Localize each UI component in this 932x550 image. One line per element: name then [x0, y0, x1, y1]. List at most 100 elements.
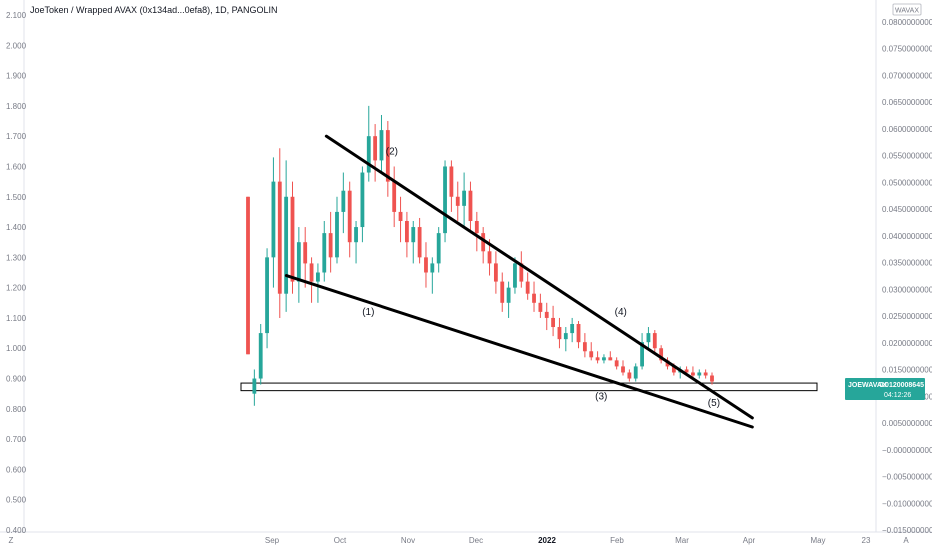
candle-body — [563, 333, 568, 340]
wave-label: (5) — [708, 398, 720, 409]
candle-body — [296, 242, 301, 282]
candle-body — [246, 196, 250, 355]
trendline — [324, 134, 754, 420]
timezone-corner-button[interactable]: Z — [9, 536, 14, 545]
candle-body — [551, 317, 556, 328]
left-tick-label: 1.200 — [6, 284, 27, 293]
time-tick-label: Apr — [743, 536, 756, 545]
candle-body — [385, 130, 390, 182]
right-tick-label: −0.0100000000 — [882, 499, 932, 508]
candle-body — [481, 233, 486, 252]
left-tick-label: 0.700 — [6, 435, 27, 444]
left-tick-label: 1.000 — [6, 344, 27, 353]
left-tick-label: 1.100 — [6, 314, 27, 323]
candle-body — [602, 357, 606, 361]
candle-body — [614, 360, 619, 367]
candle-body — [252, 378, 257, 394]
candle-body — [462, 190, 467, 206]
candle-body — [468, 190, 473, 221]
price-tag-symbol: JOEWAVAX — [848, 382, 887, 389]
left-tick-label: 1.600 — [6, 162, 27, 171]
candle-body — [652, 333, 657, 349]
candle-body — [691, 372, 695, 376]
right-tick-label: 0.0050000000 — [882, 419, 932, 428]
right-tick-label: 0.0700000000 — [882, 71, 932, 80]
candle-body — [347, 190, 352, 243]
candle-body — [595, 357, 600, 361]
currency-badge-frame — [892, 3, 922, 16]
wave-label: (4) — [615, 307, 627, 318]
left-axis[interactable]: 2.100 2.000 1.900 1.800 1.700 1.600 1.500 1.400… — [6, 11, 27, 535]
candle-body — [303, 242, 308, 264]
trendline — [284, 274, 754, 429]
right-tick-label: 0.0150000000 — [882, 366, 932, 375]
candle-body — [474, 221, 479, 234]
candle-body — [506, 287, 511, 303]
left-tick-label: 0.600 — [6, 465, 27, 474]
candle-body — [373, 136, 378, 161]
candle-body — [411, 227, 416, 243]
candle-body — [398, 211, 403, 221]
candle-body — [341, 190, 346, 212]
right-tick-label: 0.0800000000 — [882, 18, 932, 27]
candle-body — [627, 372, 632, 379]
candle-body — [316, 272, 320, 282]
left-tick-label: 2.100 — [6, 11, 27, 20]
candle-body — [366, 136, 371, 173]
candle-body — [277, 181, 282, 294]
candle-body — [513, 263, 517, 288]
wave-label: (2) — [386, 146, 398, 157]
right-tick-label: 0.0600000000 — [882, 125, 932, 134]
wave-labels-layer: (1) (2) (3) (4) (5) — [362, 146, 720, 408]
candle-body — [640, 342, 644, 367]
time-tick-label: Oct — [334, 536, 347, 545]
left-tick-label: 2.000 — [6, 41, 27, 50]
candle-body — [538, 302, 543, 312]
candle-body — [646, 333, 651, 343]
candle-body — [557, 327, 562, 340]
candle-body — [271, 181, 276, 258]
candle-body — [265, 257, 269, 334]
last-price-tag: JOEWAVAX 0.0120008645 04:12:26 — [845, 378, 925, 400]
wave-label: (3) — [595, 392, 607, 403]
candle-body — [684, 369, 689, 373]
left-tick-label: 1.800 — [6, 102, 27, 111]
candle-body — [582, 342, 587, 352]
time-tick-label: Nov — [401, 536, 415, 545]
left-tick-label: 1.300 — [6, 253, 27, 262]
candle-body — [697, 372, 702, 376]
candle-body — [392, 181, 397, 212]
support-zone-layer — [240, 382, 818, 392]
candle-body — [436, 233, 441, 264]
wave-label: (1) — [362, 307, 374, 318]
chart-title: JoeToken / Wrapped AVAX (0x134ad...0efa8… — [30, 5, 277, 15]
candle-body — [335, 211, 339, 258]
candle-body — [659, 348, 664, 361]
time-tick-label: May — [810, 536, 825, 545]
time-tick-label: 2022 — [538, 536, 556, 545]
currency-badge[interactable]: WAVAX — [892, 3, 922, 16]
candle-body — [443, 166, 447, 234]
left-tick-label: 1.900 — [6, 72, 27, 81]
candle-body — [493, 263, 498, 282]
candle-body — [633, 366, 638, 379]
trendlines-layer — [284, 134, 754, 429]
right-tick-label: 0.0350000000 — [882, 259, 932, 268]
time-axis[interactable]: Sep Oct Nov Dec 2022 Feb Mar Apr May 23 — [265, 536, 871, 545]
candle-body — [525, 281, 530, 294]
right-tick-label: 0.0300000000 — [882, 285, 932, 294]
right-tick-label: 0.0450000000 — [882, 205, 932, 214]
candle-body — [360, 172, 365, 228]
left-tick-label: 1.500 — [6, 193, 27, 202]
auto-scale-button[interactable]: A — [903, 536, 909, 545]
candle-body — [500, 281, 505, 303]
time-tick-label: Mar — [675, 536, 689, 545]
candle-body — [710, 375, 714, 382]
left-tick-label: 0.400 — [6, 526, 27, 535]
candle-body — [258, 333, 263, 379]
left-tick-label: 0.900 — [6, 375, 27, 384]
time-tick-label: Sep — [265, 536, 280, 545]
time-tick-label: Feb — [610, 536, 624, 545]
